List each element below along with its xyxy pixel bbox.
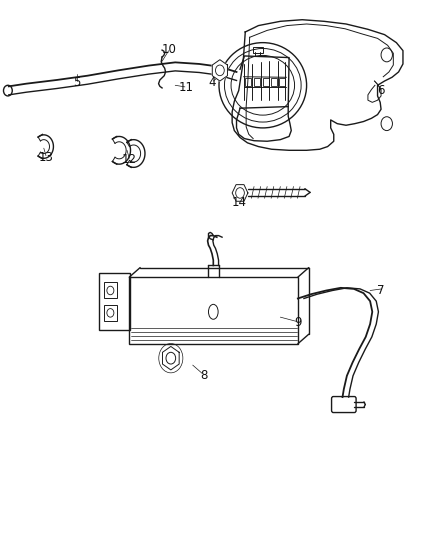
Bar — [263, 78, 269, 86]
Bar — [129, 277, 298, 344]
Polygon shape — [232, 184, 248, 201]
Text: 8: 8 — [200, 369, 207, 382]
Bar — [245, 78, 251, 86]
Text: 4: 4 — [208, 76, 216, 89]
Text: 7: 7 — [377, 284, 385, 297]
Polygon shape — [162, 346, 179, 370]
Bar — [104, 282, 117, 298]
Text: 5: 5 — [73, 76, 80, 89]
Bar — [253, 47, 263, 53]
Text: 6: 6 — [377, 84, 385, 97]
Text: 14: 14 — [231, 196, 246, 209]
Text: 11: 11 — [179, 82, 194, 94]
Bar — [279, 78, 285, 86]
Bar — [99, 273, 130, 330]
Text: 12: 12 — [122, 154, 137, 166]
Text: 10: 10 — [161, 43, 176, 55]
Text: 13: 13 — [39, 151, 53, 164]
Polygon shape — [212, 60, 227, 81]
Bar — [254, 78, 260, 86]
Bar — [104, 305, 117, 321]
Text: 9: 9 — [294, 316, 302, 329]
Bar — [271, 78, 277, 86]
